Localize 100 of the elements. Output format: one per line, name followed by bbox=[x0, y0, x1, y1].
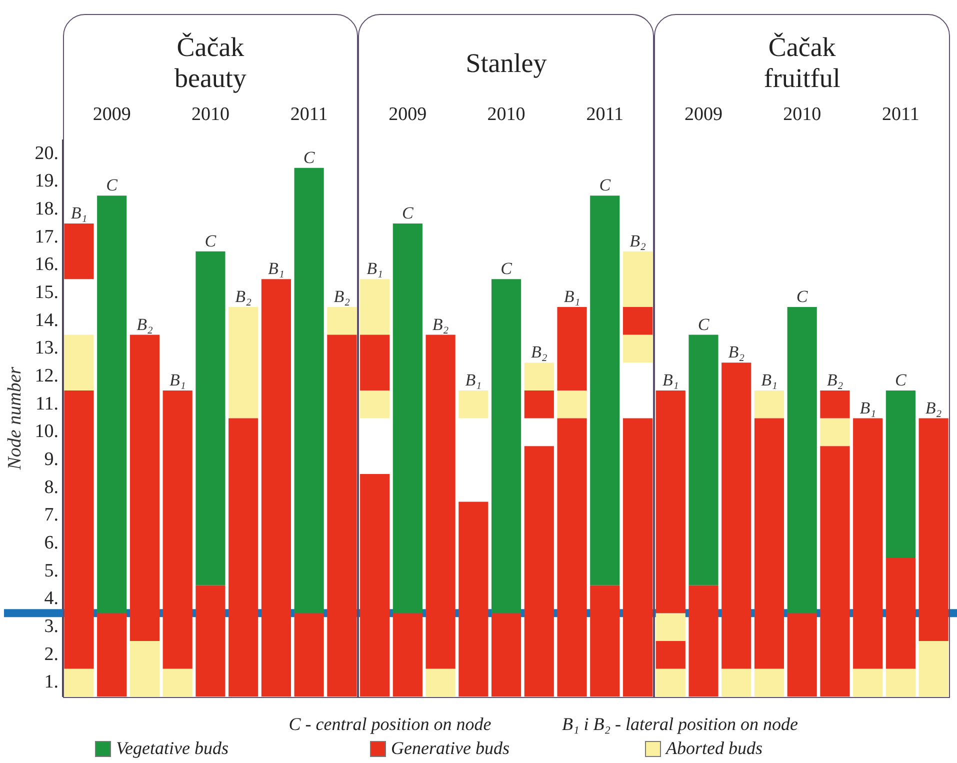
x-tick-label: B₂ bbox=[334, 286, 350, 306]
bar bbox=[228, 306, 258, 418]
x-tick-label: C bbox=[796, 286, 808, 306]
bar bbox=[64, 334, 94, 390]
x-tick-label: C bbox=[895, 370, 908, 390]
y-tick-label: 12. bbox=[34, 366, 59, 387]
x-tick-label: B₂ bbox=[530, 342, 548, 362]
bar bbox=[722, 668, 752, 697]
bar bbox=[590, 196, 620, 586]
x-tick-label: B₂ bbox=[630, 231, 646, 250]
y-tick-label: 19. bbox=[34, 170, 59, 192]
x-tick-label: B₂ bbox=[728, 342, 745, 362]
bar bbox=[688, 334, 718, 586]
text: C - central position on node bbox=[288, 714, 492, 735]
bar bbox=[392, 223, 422, 614]
legend-label: Vegetative buds bbox=[116, 738, 228, 759]
x-tick-label: C bbox=[599, 176, 612, 195]
text: 2011 bbox=[290, 104, 328, 126]
y-tick-label: 5. bbox=[44, 560, 59, 582]
bar bbox=[360, 390, 390, 418]
x-tick-label: B₁ bbox=[662, 370, 679, 390]
bar bbox=[491, 279, 522, 614]
y-tick-label: 7. bbox=[44, 504, 59, 526]
bar bbox=[622, 306, 653, 335]
bar bbox=[656, 613, 686, 641]
text: 2010 bbox=[487, 104, 526, 126]
y-tick-label: 1. bbox=[44, 672, 59, 693]
legend-label: Generative buds bbox=[391, 738, 510, 759]
bar bbox=[557, 418, 587, 697]
bar bbox=[688, 585, 718, 697]
text: B₁ i B₂ - lateral position on node bbox=[562, 714, 798, 735]
x-tick-label: B₁ bbox=[564, 286, 580, 306]
bar bbox=[426, 334, 456, 669]
bar bbox=[886, 668, 916, 697]
bar bbox=[162, 390, 192, 669]
bar bbox=[64, 223, 94, 280]
bar bbox=[557, 306, 587, 390]
y-tick-label: 2. bbox=[44, 644, 59, 665]
bar bbox=[918, 640, 948, 697]
bar bbox=[656, 640, 686, 669]
bar bbox=[392, 613, 422, 697]
bar bbox=[918, 418, 948, 641]
y-tick-label: 13. bbox=[34, 338, 59, 359]
bar bbox=[458, 390, 488, 418]
bar bbox=[590, 585, 620, 697]
bar bbox=[820, 390, 850, 418]
x-tick-label: C bbox=[204, 231, 217, 250]
bar bbox=[524, 446, 554, 697]
bar bbox=[64, 668, 94, 697]
x-tick-label: B₂ bbox=[826, 370, 844, 390]
x-tick-label: B₂ bbox=[432, 314, 449, 334]
bar bbox=[524, 362, 554, 390]
bar bbox=[820, 446, 850, 697]
bar bbox=[491, 613, 522, 697]
bar bbox=[360, 334, 390, 390]
text: 2011 bbox=[586, 104, 624, 126]
bar bbox=[754, 390, 784, 418]
y-axis-title: Node number bbox=[4, 366, 26, 471]
x-tick-label: B₁ bbox=[465, 370, 482, 390]
text: 2009 bbox=[388, 104, 427, 126]
y-tick-label: 8. bbox=[44, 476, 59, 498]
bar bbox=[294, 613, 324, 697]
x-tick-label: B₂ bbox=[925, 398, 942, 418]
text: Čačak beauty bbox=[174, 32, 246, 94]
x-tick-label: B₁ bbox=[268, 259, 284, 278]
y-tick-label: 4. bbox=[44, 588, 59, 610]
bar bbox=[754, 668, 784, 697]
bar bbox=[622, 251, 653, 307]
bar bbox=[97, 196, 127, 614]
bar bbox=[162, 668, 192, 697]
bar bbox=[557, 390, 587, 418]
text: 2009 bbox=[92, 104, 131, 126]
text: Stanley bbox=[466, 48, 547, 79]
bar bbox=[360, 279, 390, 335]
x-tick-label: B₁ bbox=[169, 370, 186, 390]
bar bbox=[196, 251, 226, 586]
bar bbox=[853, 418, 883, 669]
bar bbox=[360, 474, 390, 697]
x-tick-label: C bbox=[303, 148, 316, 167]
bar bbox=[886, 390, 916, 558]
bar bbox=[722, 362, 752, 669]
x-tick-label: B₂ bbox=[235, 286, 252, 306]
x-tick-label: C bbox=[402, 203, 414, 222]
x-tick-label: C bbox=[500, 259, 513, 278]
bar bbox=[294, 168, 324, 614]
bar bbox=[622, 418, 653, 697]
bar bbox=[524, 390, 554, 418]
bar bbox=[886, 557, 916, 669]
text: 2011 bbox=[882, 104, 920, 126]
text: 2009 bbox=[684, 104, 722, 126]
legend-label: Aborted buds bbox=[666, 738, 762, 759]
x-tick-label: B₁ bbox=[70, 203, 88, 222]
bar bbox=[853, 668, 883, 697]
text: 2010 bbox=[783, 104, 822, 126]
y-tick-label: 16. bbox=[34, 254, 59, 276]
bar bbox=[327, 334, 357, 697]
bar bbox=[787, 613, 817, 697]
y-tick-label: 20. bbox=[34, 142, 59, 164]
y-tick-label: 11. bbox=[36, 393, 59, 414]
y-tick-label: 15. bbox=[34, 282, 59, 304]
